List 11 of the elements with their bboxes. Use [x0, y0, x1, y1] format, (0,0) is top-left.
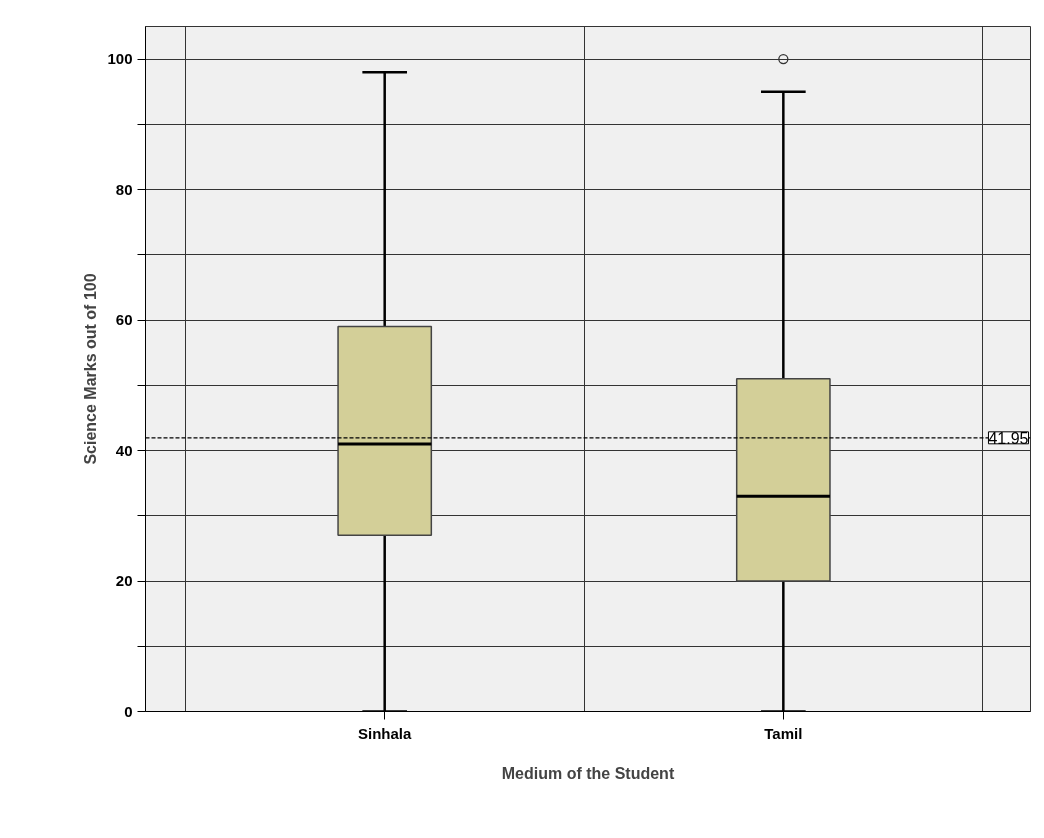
y-tick-label: 80	[115, 180, 133, 198]
y-axis-title: Science Marks out of 100	[82, 273, 100, 465]
y-tick-label: 60	[115, 311, 133, 329]
y-tick-label: 20	[115, 572, 133, 590]
y-tick-label: 40	[115, 441, 133, 459]
y-tick-label: 0	[124, 702, 133, 720]
x-tick-label: Sinhala	[358, 724, 413, 742]
x-axis-title: Medium of the Student	[501, 764, 675, 782]
y-tick-label: 100	[107, 50, 133, 68]
ref-line-label: 41.95	[988, 429, 1029, 447]
x-tick-label: Tamil	[764, 724, 803, 742]
